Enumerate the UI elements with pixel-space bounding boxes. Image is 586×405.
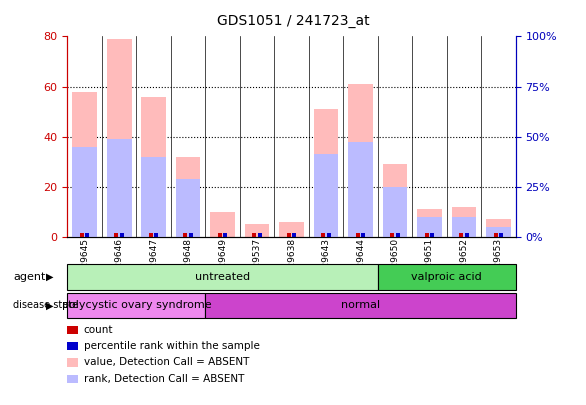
- Bar: [279, 222, 304, 237]
- Bar: [252, 233, 256, 237]
- Bar: [383, 164, 407, 237]
- Bar: [396, 233, 400, 237]
- Bar: [141, 157, 166, 237]
- Bar: [154, 233, 158, 237]
- Text: untreated: untreated: [195, 272, 250, 282]
- Bar: [390, 233, 394, 237]
- Bar: [176, 157, 200, 237]
- Bar: [141, 96, 166, 237]
- Text: ▶: ▶: [46, 301, 53, 310]
- Bar: [114, 233, 118, 237]
- Text: rank, Detection Call = ABSENT: rank, Detection Call = ABSENT: [84, 374, 244, 384]
- Bar: [72, 147, 97, 237]
- Bar: [459, 233, 464, 237]
- Text: normal: normal: [341, 301, 380, 310]
- Bar: [223, 233, 227, 237]
- Bar: [244, 224, 270, 237]
- Text: valproic acid: valproic acid: [411, 272, 482, 282]
- Bar: [218, 233, 222, 237]
- Bar: [430, 233, 434, 237]
- Text: count: count: [84, 325, 113, 335]
- Bar: [356, 233, 360, 237]
- Bar: [417, 209, 442, 237]
- Bar: [292, 233, 297, 237]
- Text: agent: agent: [13, 272, 45, 282]
- Bar: [327, 233, 331, 237]
- Bar: [314, 109, 339, 237]
- Bar: [361, 233, 365, 237]
- Bar: [486, 220, 511, 237]
- Bar: [314, 154, 339, 237]
- Bar: [499, 233, 503, 237]
- Bar: [120, 233, 124, 237]
- Bar: [176, 179, 200, 237]
- Bar: [348, 142, 373, 237]
- Bar: [321, 233, 325, 237]
- Text: percentile rank within the sample: percentile rank within the sample: [84, 341, 260, 351]
- Bar: [452, 217, 476, 237]
- Bar: [86, 233, 90, 237]
- Bar: [417, 217, 442, 237]
- Bar: [149, 233, 153, 237]
- Bar: [465, 233, 469, 237]
- Text: disease state: disease state: [13, 301, 78, 310]
- Bar: [107, 139, 131, 237]
- Bar: [452, 207, 476, 237]
- Bar: [258, 233, 262, 237]
- Bar: [183, 233, 188, 237]
- Text: ▶: ▶: [46, 272, 53, 282]
- Bar: [425, 233, 429, 237]
- Bar: [493, 233, 498, 237]
- Bar: [80, 233, 84, 237]
- Bar: [383, 187, 407, 237]
- Text: GDS1051 / 241723_at: GDS1051 / 241723_at: [217, 14, 369, 28]
- Bar: [348, 84, 373, 237]
- Bar: [189, 233, 193, 237]
- Text: value, Detection Call = ABSENT: value, Detection Call = ABSENT: [84, 358, 249, 367]
- Bar: [210, 212, 235, 237]
- Text: polycystic ovary syndrome: polycystic ovary syndrome: [62, 301, 211, 310]
- Bar: [72, 92, 97, 237]
- Bar: [486, 227, 511, 237]
- Bar: [107, 39, 131, 237]
- Bar: [287, 233, 291, 237]
